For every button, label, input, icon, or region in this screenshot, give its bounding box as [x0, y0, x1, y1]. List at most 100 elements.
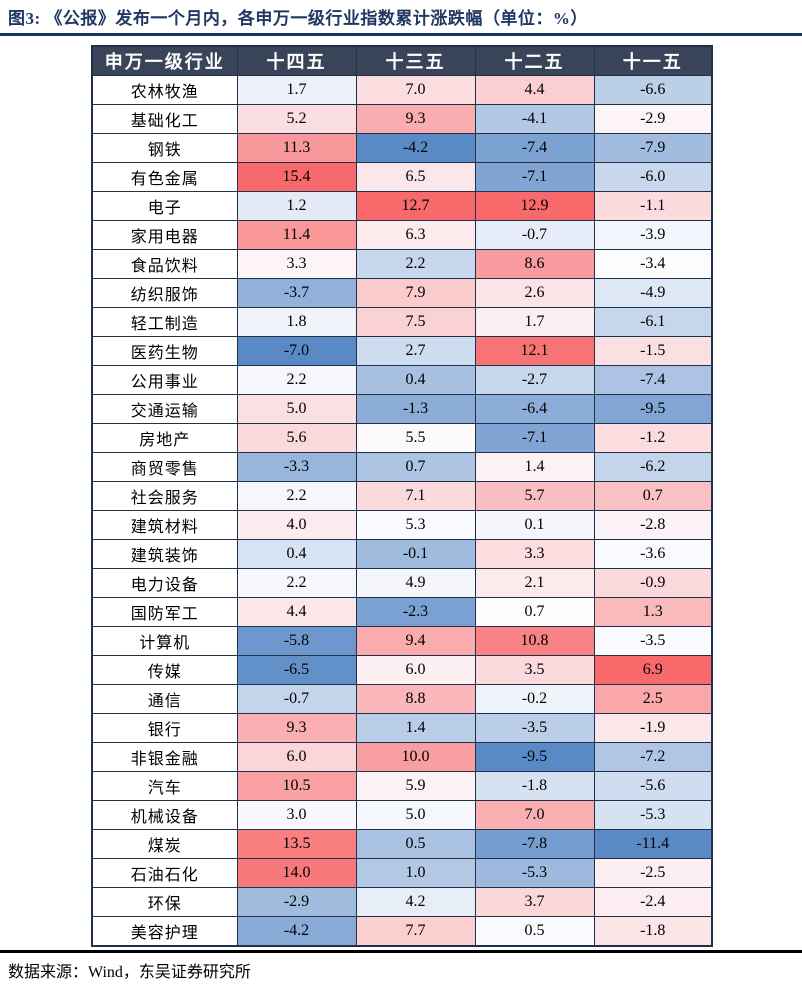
industry-label: 通信: [91, 684, 238, 714]
industry-label: 传媒: [91, 655, 238, 685]
value-cell: 3.3: [474, 539, 595, 569]
value-cell: 13.5: [236, 829, 357, 859]
value-cell: -1.3: [355, 394, 476, 424]
table-row: 社会服务 2.2 7.1 5.7 0.7: [91, 481, 713, 511]
value-cell: -2.8: [593, 510, 713, 540]
industry-label: 房地产: [91, 423, 238, 453]
table-row: 轻工制造 1.8 7.5 1.7 -6.1: [91, 307, 713, 337]
table-row: 环保 -2.9 4.2 3.7 -2.4: [91, 887, 713, 917]
industry-label: 家用电器: [91, 220, 238, 250]
table-row: 通信 -0.7 8.8 -0.2 2.5: [91, 684, 713, 714]
value-cell: 4.0: [236, 510, 357, 540]
value-cell: -6.1: [593, 307, 713, 337]
industry-label: 建筑材料: [91, 510, 238, 540]
value-cell: -0.2: [474, 684, 595, 714]
value-cell: -2.7: [474, 365, 595, 395]
industry-label: 国防军工: [91, 597, 238, 627]
value-cell: -2.3: [355, 597, 476, 627]
value-cell: 5.5: [355, 423, 476, 453]
industry-label: 轻工制造: [91, 307, 238, 337]
table-row: 医药生物 -7.0 2.7 12.1 -1.5: [91, 336, 713, 366]
value-cell: 7.1: [355, 481, 476, 511]
value-cell: 5.9: [355, 771, 476, 801]
value-cell: 0.4: [355, 365, 476, 395]
value-cell: -11.4: [593, 829, 713, 859]
value-cell: -2.9: [593, 104, 713, 134]
value-cell: -9.5: [593, 394, 713, 424]
table-row: 电子 1.2 12.7 12.9 -1.1: [91, 191, 713, 221]
industry-label: 美容护理: [91, 916, 238, 947]
value-cell: 8.8: [355, 684, 476, 714]
industry-label: 有色金属: [91, 162, 238, 192]
value-cell: 5.7: [474, 481, 595, 511]
table-row: 银行 9.3 1.4 -3.5 -1.9: [91, 713, 713, 743]
value-cell: -3.5: [593, 626, 713, 656]
value-cell: -3.9: [593, 220, 713, 250]
value-cell: 9.3: [236, 713, 357, 743]
value-cell: 8.6: [474, 249, 595, 279]
value-cell: -1.8: [593, 916, 713, 947]
value-cell: 4.9: [355, 568, 476, 598]
data-source: 数据来源：Wind，东吴证券研究所: [8, 964, 251, 981]
value-cell: 0.5: [355, 829, 476, 859]
value-cell: 2.2: [236, 568, 357, 598]
table-row: 纺织服饰 -3.7 7.9 2.6 -4.9: [91, 278, 713, 308]
value-cell: 6.3: [355, 220, 476, 250]
value-cell: 10.5: [236, 771, 357, 801]
table-row: 商贸零售 -3.3 0.7 1.4 -6.2: [91, 452, 713, 482]
value-cell: -7.0: [236, 336, 357, 366]
value-cell: -1.2: [593, 423, 713, 453]
table-row: 交通运输 5.0 -1.3 -6.4 -9.5: [91, 394, 713, 424]
value-cell: 10.0: [355, 742, 476, 772]
value-cell: -3.4: [593, 249, 713, 279]
value-cell: 1.7: [474, 307, 595, 337]
value-cell: 2.7: [355, 336, 476, 366]
industry-label: 电子: [91, 191, 238, 221]
industry-label: 非银金融: [91, 742, 238, 772]
title-divider: [0, 33, 802, 36]
table-row: 美容护理 -4.2 7.7 0.5 -1.8: [91, 916, 713, 947]
column-header-3: 十二五: [474, 45, 595, 76]
column-header-1: 十四五: [236, 45, 357, 76]
value-cell: 5.6: [236, 423, 357, 453]
value-cell: 3.0: [236, 800, 357, 830]
value-cell: 6.5: [355, 162, 476, 192]
value-cell: 0.7: [355, 452, 476, 482]
industry-label: 煤炭: [91, 829, 238, 859]
value-cell: 9.4: [355, 626, 476, 656]
value-cell: -4.2: [355, 133, 476, 163]
value-cell: 0.5: [474, 916, 595, 947]
value-cell: -6.0: [593, 162, 713, 192]
figure-title: 图3: 《公报》发布一个月内，各申万一级行业指数累计涨跌幅（单位：%）: [8, 9, 588, 28]
value-cell: -6.5: [236, 655, 357, 685]
value-cell: 2.2: [355, 249, 476, 279]
value-cell: 2.5: [593, 684, 713, 714]
industry-label: 基础化工: [91, 104, 238, 134]
value-cell: -6.4: [474, 394, 595, 424]
value-cell: 7.5: [355, 307, 476, 337]
value-cell: 1.7: [236, 75, 357, 105]
value-cell: -7.1: [474, 162, 595, 192]
industry-label: 银行: [91, 713, 238, 743]
value-cell: 1.8: [236, 307, 357, 337]
value-cell: 9.3: [355, 104, 476, 134]
value-cell: 2.2: [236, 481, 357, 511]
table-row: 机械设备 3.0 5.0 7.0 -5.3: [91, 800, 713, 830]
value-cell: -2.4: [593, 887, 713, 917]
value-cell: -7.8: [474, 829, 595, 859]
value-cell: 2.2: [236, 365, 357, 395]
industry-label: 石油石化: [91, 858, 238, 888]
value-cell: -7.4: [474, 133, 595, 163]
value-cell: 4.4: [474, 75, 595, 105]
table-header: 申万一级行业 十四五 十三五 十二五 十一五: [91, 45, 713, 76]
value-cell: -7.4: [593, 365, 713, 395]
value-cell: 7.0: [355, 75, 476, 105]
value-cell: -2.5: [593, 858, 713, 888]
value-cell: 3.3: [236, 249, 357, 279]
value-cell: -3.3: [236, 452, 357, 482]
table-body: 农林牧渔 1.7 7.0 4.4 -6.6 基础化工 5.2 9.3 -4.1 -2.9 钢铁 11.…: [91, 75, 713, 947]
value-cell: -9.5: [474, 742, 595, 772]
value-cell: -7.9: [593, 133, 713, 163]
value-cell: 7.0: [474, 800, 595, 830]
